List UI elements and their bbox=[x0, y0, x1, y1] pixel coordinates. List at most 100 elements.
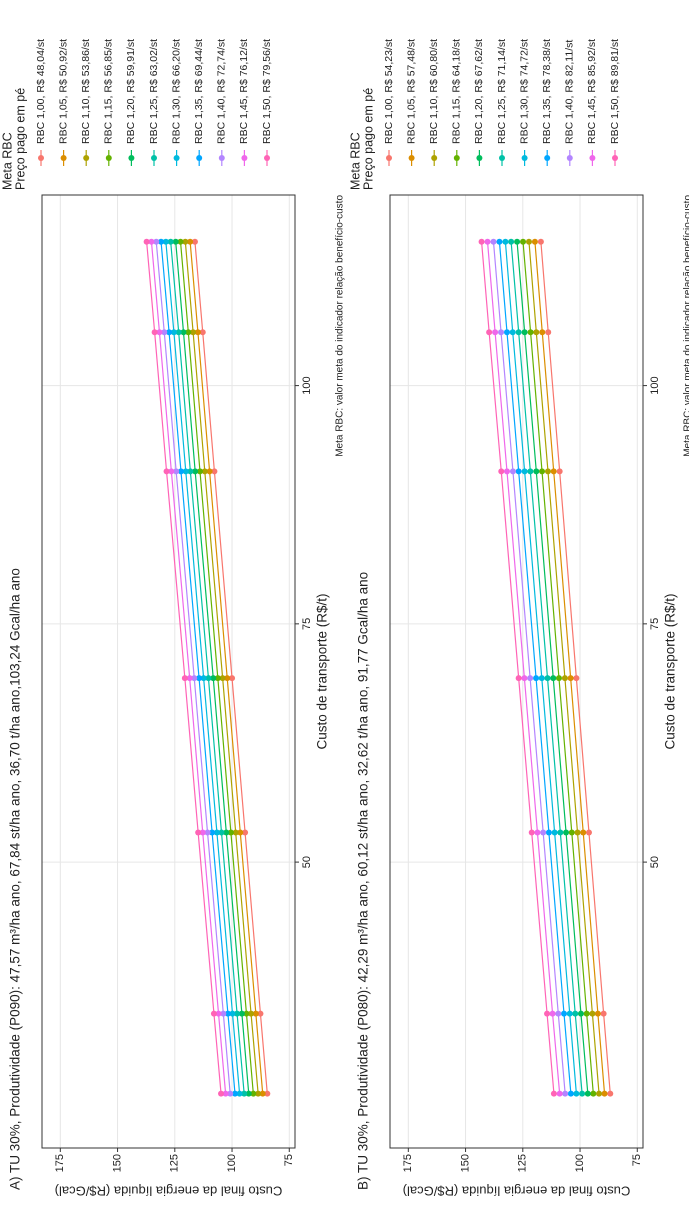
data-point bbox=[594, 1010, 601, 1017]
data-point bbox=[568, 829, 575, 836]
data-point bbox=[156, 329, 163, 336]
data-point bbox=[538, 675, 545, 682]
data-point bbox=[173, 468, 180, 475]
data-point bbox=[486, 329, 493, 336]
legend-label: RBC 1,40, R$ 72,74/st bbox=[216, 39, 228, 144]
data-point bbox=[170, 329, 177, 336]
x-axis-title: Custo de transporte (R$/t) bbox=[315, 593, 330, 749]
data-point bbox=[561, 675, 568, 682]
legend-key-point bbox=[151, 155, 157, 161]
data-point bbox=[196, 675, 203, 682]
data-point bbox=[562, 1090, 569, 1097]
data-point bbox=[252, 1010, 259, 1017]
legend-key-point bbox=[521, 155, 528, 161]
legend-label: RBC 1,10, R$ 60,80/st bbox=[428, 39, 440, 144]
data-point bbox=[567, 1090, 574, 1097]
data-point bbox=[550, 468, 557, 475]
data-point bbox=[201, 468, 208, 475]
data-point bbox=[502, 238, 509, 245]
data-point bbox=[148, 238, 155, 245]
data-point bbox=[556, 468, 563, 475]
legend-label: RBC 1,35, R$ 69,44/st bbox=[193, 39, 205, 144]
legend-key-point bbox=[83, 155, 90, 161]
data-point bbox=[215, 1010, 222, 1017]
data-point bbox=[229, 675, 236, 682]
legend-key-point bbox=[105, 155, 112, 161]
legend-key-point bbox=[589, 155, 596, 161]
data-point bbox=[540, 829, 547, 836]
legend-key-point bbox=[612, 155, 618, 161]
data-point bbox=[527, 675, 534, 682]
x-axis-title: Custo de transporte (R$/t) bbox=[663, 593, 678, 749]
data-point bbox=[172, 238, 179, 245]
data-point bbox=[521, 329, 528, 336]
data-point bbox=[580, 829, 587, 836]
data-point bbox=[214, 675, 221, 682]
data-point bbox=[162, 238, 169, 245]
data-point bbox=[211, 468, 218, 475]
y-tick-label: 150 bbox=[459, 1154, 471, 1172]
data-point bbox=[596, 1090, 603, 1097]
data-point bbox=[206, 468, 213, 475]
data-point bbox=[185, 329, 192, 336]
data-point bbox=[556, 1090, 563, 1097]
data-point bbox=[509, 329, 516, 336]
data-point bbox=[527, 468, 534, 475]
data-point bbox=[520, 238, 527, 245]
data-point bbox=[515, 468, 522, 475]
caption: Meta RBC: valor meta do indicador relaçã… bbox=[683, 195, 689, 457]
data-point bbox=[163, 468, 170, 475]
data-point bbox=[572, 1010, 579, 1017]
data-point bbox=[182, 468, 189, 475]
y-tick-label: 100 bbox=[226, 1154, 238, 1172]
legend-title: Meta RBC bbox=[348, 132, 362, 190]
data-point bbox=[567, 675, 574, 682]
data-point bbox=[264, 1090, 271, 1097]
legend-label: RBC 1,00, R$ 48,04/st bbox=[35, 39, 47, 144]
x-tick-label: 50 bbox=[649, 856, 661, 868]
data-point bbox=[245, 1090, 252, 1097]
data-point bbox=[555, 675, 562, 682]
plot-border bbox=[389, 194, 644, 1149]
legend-label: RBC 1,15, R$ 64,18/st bbox=[451, 39, 463, 144]
data-point bbox=[525, 238, 532, 245]
data-point bbox=[533, 329, 540, 336]
data-point bbox=[539, 468, 546, 475]
data-point bbox=[218, 829, 225, 836]
legend-key-point bbox=[38, 155, 44, 161]
y-axis-title: Custo final da energia líquida (R$/Gcal) bbox=[403, 1184, 631, 1199]
data-point bbox=[492, 329, 499, 336]
data-point bbox=[515, 329, 522, 336]
data-point bbox=[515, 675, 522, 682]
data-point bbox=[199, 329, 206, 336]
legend-label: RBC 1,50, R$ 79,56/st bbox=[261, 39, 273, 144]
data-point bbox=[168, 468, 175, 475]
legend-key-point bbox=[128, 155, 135, 161]
legend-key-point bbox=[173, 155, 180, 161]
data-point bbox=[234, 1010, 241, 1017]
data-point bbox=[257, 1010, 264, 1017]
data-point bbox=[243, 1010, 250, 1017]
data-point bbox=[583, 1010, 590, 1017]
y-tick-label: 150 bbox=[111, 1154, 123, 1172]
data-point bbox=[182, 238, 189, 245]
data-point bbox=[219, 675, 226, 682]
data-point bbox=[199, 829, 206, 836]
data-point bbox=[498, 329, 505, 336]
data-point bbox=[153, 238, 160, 245]
data-point bbox=[534, 829, 541, 836]
data-point bbox=[161, 329, 168, 336]
data-point bbox=[585, 829, 592, 836]
data-point bbox=[224, 1010, 231, 1017]
x-tick-label: 50 bbox=[301, 856, 313, 868]
data-point bbox=[181, 675, 188, 682]
data-point bbox=[158, 238, 165, 245]
data-point bbox=[151, 329, 158, 336]
data-point bbox=[527, 329, 534, 336]
data-point bbox=[255, 1090, 262, 1097]
legend-key-point bbox=[241, 155, 248, 161]
data-point bbox=[514, 238, 521, 245]
data-point bbox=[196, 468, 203, 475]
data-point bbox=[229, 1010, 236, 1017]
